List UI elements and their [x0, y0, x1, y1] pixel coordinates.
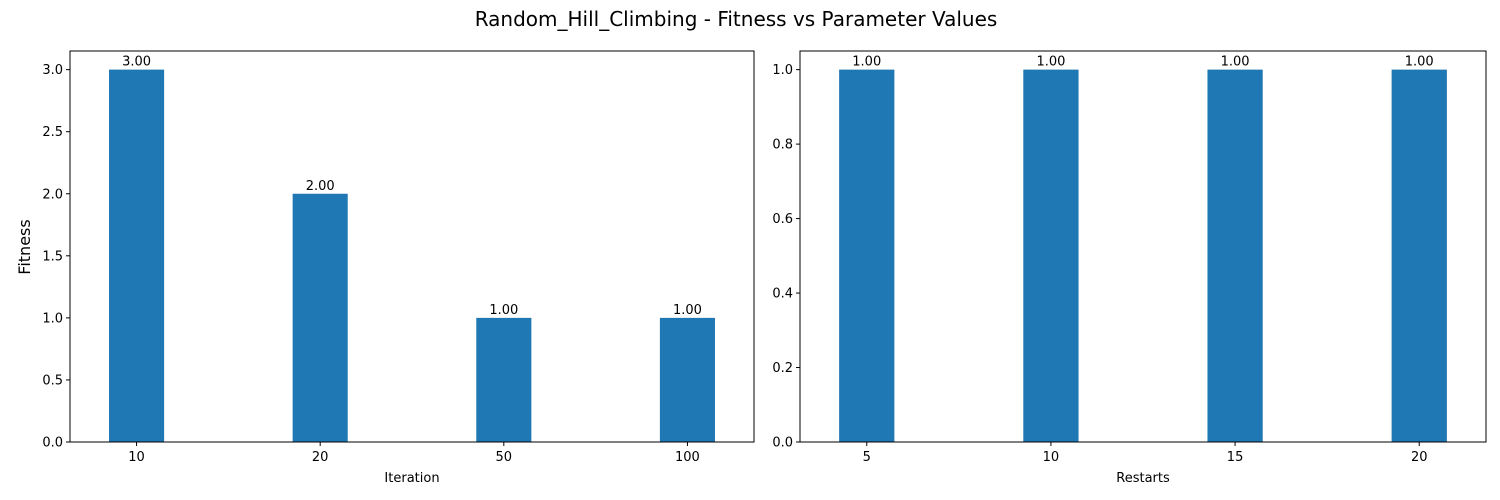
x-tick-label: 50: [496, 450, 513, 465]
x-tick-label: 5: [863, 450, 871, 465]
y-tick-label: 2.0: [42, 187, 63, 202]
bar: [1023, 69, 1079, 443]
figure-title: Random_Hill_Climbing - Fitness vs Parame…: [475, 7, 998, 31]
bar-value-label: 1.00: [673, 303, 702, 318]
restarts-chart-panel: 1.00 1.00 1.00 1.00 0.0 0.2 0.4 0.6 0.8 1.0 5 10 15 2…: [772, 50, 1487, 486]
bar-value-label: 1.00: [1036, 55, 1065, 70]
bar-value-label: 1.00: [1221, 55, 1250, 70]
bar: [839, 69, 895, 443]
bar: [292, 193, 348, 442]
y-tick-label: 0.5: [42, 373, 63, 388]
x-axis-label: Restarts: [1116, 471, 1170, 486]
bar-value-label: 1.00: [489, 303, 518, 318]
y-tick-label: 1.0: [42, 311, 63, 326]
plot-frame: [69, 50, 755, 443]
bar: [659, 317, 715, 442]
y-tick-label: 1.5: [42, 249, 63, 264]
x-tick-label: 20: [1411, 450, 1428, 465]
x-tick-label: 10: [128, 450, 145, 465]
y-tick-label: 1.0: [772, 63, 793, 78]
iteration-chart-panel: 3.00 2.00 1.00 1.00 0.0 0.5 1.0 1.5 2.0 2.5 3.0 10 2…: [42, 50, 755, 486]
bar-value-label: 2.00: [306, 179, 335, 194]
bar-value-label: 1.00: [1405, 55, 1434, 70]
bar-value-label: 1.00: [852, 55, 881, 70]
bar: [1207, 69, 1263, 443]
y-tick-label: 0.6: [772, 212, 793, 227]
bar: [109, 69, 165, 443]
bar: [476, 317, 532, 442]
y-tick-label: 2.5: [42, 125, 63, 140]
y-tick-label: 0.0: [772, 436, 793, 451]
x-axis-label: Iteration: [384, 471, 439, 486]
x-tick-label: 15: [1227, 450, 1244, 465]
y-tick-label: 0.8: [772, 138, 793, 153]
y-tick-label: 3.0: [42, 63, 63, 78]
bar-value-label: 3.00: [122, 55, 151, 70]
y-axis-label: Fitness: [15, 219, 34, 274]
y-tick-label: 0.4: [772, 287, 793, 302]
plot-frame: [799, 50, 1487, 443]
y-tick-label: 0.0: [42, 436, 63, 451]
bar: [1391, 69, 1447, 443]
x-tick-label: 20: [312, 450, 329, 465]
x-tick-label: 100: [675, 450, 700, 465]
x-tick-label: 10: [1043, 450, 1060, 465]
y-tick-label: 0.2: [772, 361, 793, 376]
